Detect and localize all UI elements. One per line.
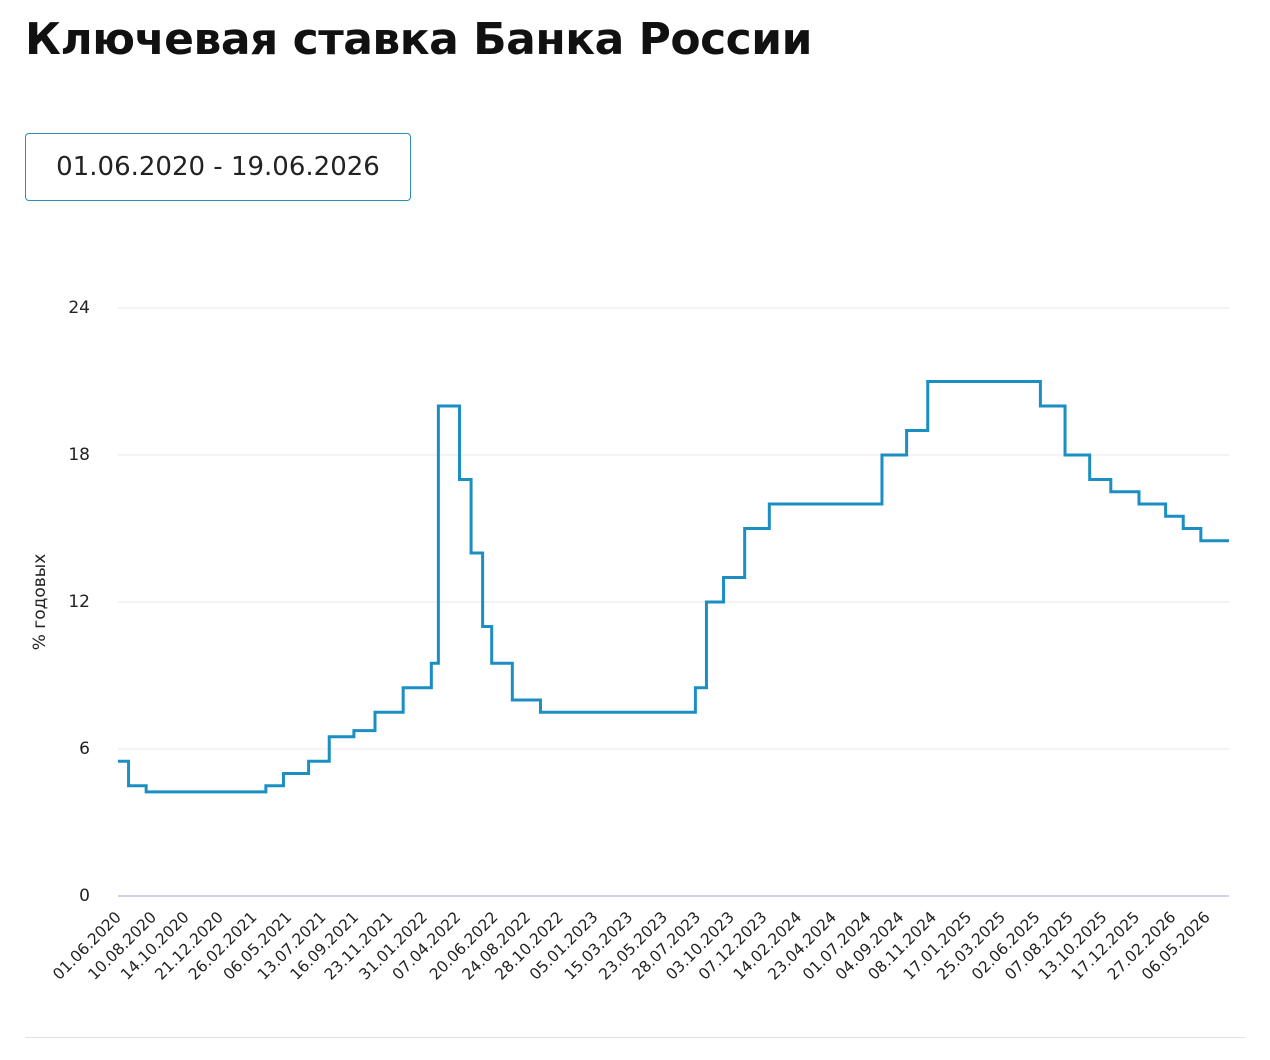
y-tick-label: 0 [79,886,90,906]
rate-line [118,380,1229,794]
y-axis-label: % годовых [30,554,50,651]
y-tick-label: 18 [68,445,90,465]
y-tick-label: 12 [68,592,90,612]
page-title: Ключевая ставка Банка России [25,14,812,65]
y-tick-label: 24 [68,298,90,318]
y-tick-label: 6 [79,739,90,759]
date-range-picker[interactable]: 01.06.2020 - 19.06.2026 [25,133,411,201]
separator [25,1037,1245,1038]
